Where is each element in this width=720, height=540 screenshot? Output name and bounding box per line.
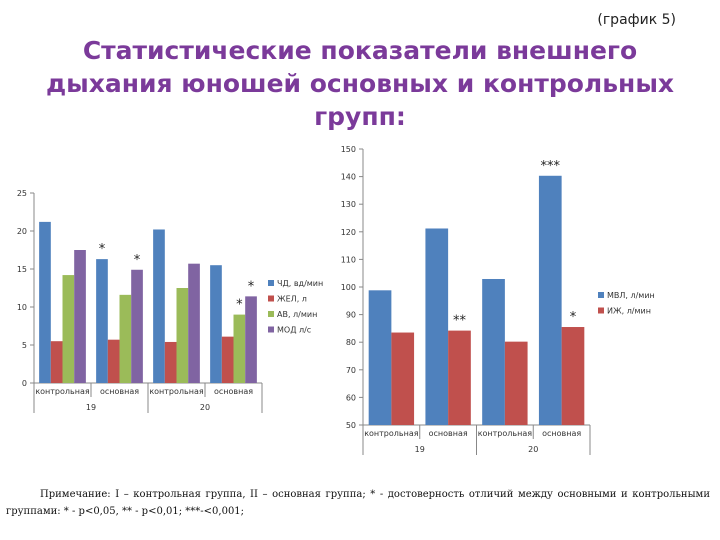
right-chart-y-tick-label: 110 (341, 255, 356, 264)
right-chart-y-tick-label: 140 (341, 173, 356, 182)
left-chart-y-tick-label: 0 (22, 379, 27, 388)
right-chart-y-tick-label: 150 (341, 145, 356, 154)
left-chart-bar (221, 336, 234, 383)
left-chart-bar (233, 314, 246, 383)
left-chart-legend-swatch (268, 295, 274, 302)
right-chart-y-tick-label: 120 (341, 228, 356, 237)
left-chart-y-tick-label: 5 (22, 341, 27, 350)
title-line-1: Статистические показатели внешнего (82, 36, 638, 65)
left-chart-y-tick-label: 20 (17, 227, 27, 236)
left-chart-bar (210, 265, 222, 383)
right-chart-category-label: основная (542, 429, 581, 438)
left-chart-bar (50, 341, 63, 383)
right-chart-bar (425, 228, 449, 425)
right-chart-bar (538, 175, 562, 425)
left-chart-group-label: 19 (86, 403, 96, 412)
left-chart-legend-label: АВ, л/мин (277, 310, 317, 319)
left-chart-category-label: основная (214, 387, 253, 396)
right-chart-significance-mark: ** (453, 314, 467, 329)
left-chart-bar (164, 341, 177, 383)
left-chart-bar (107, 339, 120, 383)
left-chart-y-tick-label: 10 (17, 303, 27, 312)
footnote-text: Примечание: I – контрольная группа, II –… (6, 489, 710, 517)
left-chart-significance-mark: * (248, 279, 255, 294)
left-chart-bar (74, 250, 86, 383)
left-chart-bar (176, 288, 189, 383)
right-chart-category-label: основная (429, 429, 468, 438)
left-chart-y-tick-label: 25 (17, 189, 27, 198)
right-chart-group-label: 20 (528, 445, 538, 454)
left-chart-significance-mark: * (236, 298, 243, 313)
right-chart-y-tick-label: 70 (346, 366, 356, 375)
left-chart-category-label: контрольная (149, 387, 204, 396)
left-chart-legend-label: ЧД, вд/мин (277, 279, 323, 288)
left-chart-bar (245, 296, 257, 383)
left-chart-significance-mark: * (99, 242, 106, 257)
right-chart-y-tick-label: 100 (341, 283, 356, 292)
left-chart-bar (119, 294, 132, 383)
right-chart-y-tick-label: 90 (346, 311, 356, 320)
left-chart-legend-label: ЖЕЛ, л (277, 295, 307, 304)
right-chart-y-tick-label: 80 (346, 338, 356, 347)
right-chart-bar (482, 278, 505, 425)
graph-number-label: (график 5) (597, 12, 676, 28)
left-chart-bar (188, 263, 200, 383)
left-chart-bar (131, 269, 143, 383)
right-chart-legend-label: ИЖ, л/мин (607, 307, 651, 316)
right-chart-significance-mark: *** (541, 159, 561, 174)
right-chart-y-tick-label: 50 (346, 421, 356, 430)
right-chart-legend-swatch (598, 307, 604, 314)
right-chart-bar (391, 332, 415, 425)
right-chart-bar (561, 327, 585, 425)
title-line-2: дыхания юношей основных и контрольных (45, 69, 675, 98)
right-chart-significance-mark: * (570, 310, 577, 325)
left-chart-legend-swatch (268, 311, 274, 317)
footnote: Примечание: I – контрольная группа, II –… (6, 486, 710, 520)
right-chart-bar (368, 290, 392, 425)
right-chart-group-label: 19 (415, 445, 425, 454)
left-chart-category-label: контрольная (35, 387, 90, 396)
left-chart-legend-label: МОД л/с (277, 326, 311, 335)
left-chart-group-label: 20 (200, 403, 210, 412)
right-chart-legend-label: МВЛ, л/мин (607, 291, 655, 300)
left-chart-y-tick-label: 15 (17, 265, 27, 274)
page-title: Статистические показатели внешнего дыхан… (0, 34, 720, 133)
right-chart-y-tick-label: 130 (341, 200, 356, 209)
title-line-3: групп: (314, 102, 406, 131)
left-chart-bar (153, 229, 165, 383)
left-chart-legend-swatch (268, 326, 274, 333)
right-chart-category-label: контрольная (478, 429, 533, 438)
right-chart-y-tick-label: 60 (346, 393, 356, 402)
right-chart-bar (504, 341, 528, 425)
left-chart-significance-mark: * (134, 253, 141, 268)
left-chart-bar (96, 259, 108, 383)
right-chart-bar (448, 330, 471, 425)
left-chart-category-label: основная (100, 387, 139, 396)
right-chart-category-label: контрольная (364, 429, 419, 438)
left-chart-bar (39, 221, 51, 383)
left-chart-legend-swatch (268, 280, 274, 286)
left-chart-bar (62, 275, 75, 383)
right-chart-legend-swatch (598, 292, 604, 298)
